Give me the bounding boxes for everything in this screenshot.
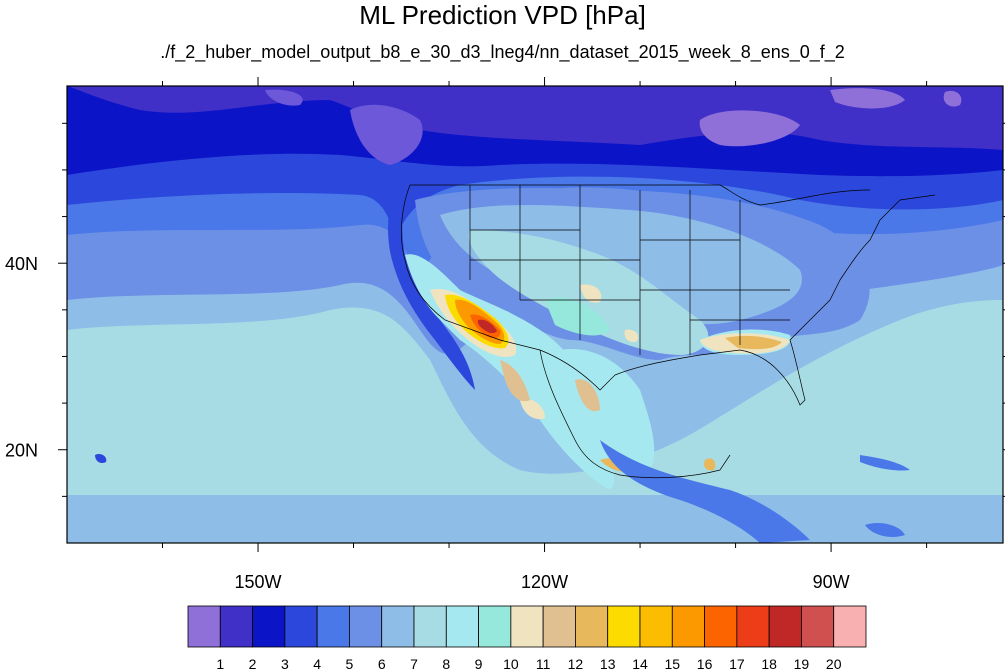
- field-patch: [699, 110, 800, 147]
- colorbar-label: 2: [249, 656, 257, 672]
- colorbar-label: 8: [442, 656, 450, 672]
- colorbar-label: 6: [378, 656, 386, 672]
- colorbar-label: 9: [475, 656, 483, 672]
- axis-tick-labels: 150W 120W 90W 40N 20N: [5, 254, 850, 592]
- colorbar-label: 20: [826, 656, 842, 672]
- field-island: [860, 455, 910, 471]
- field-patch: [943, 90, 962, 107]
- colorbar-swatch: [671, 605, 705, 648]
- y-tick-label: 40N: [5, 254, 38, 274]
- us-outline: [401, 184, 936, 406]
- colorbar-label: 5: [346, 656, 354, 672]
- field-warm: [624, 329, 639, 343]
- colorbar-label: 13: [600, 656, 616, 672]
- axis-ticks: [58, 77, 1005, 552]
- x-tick-label: 120W: [521, 572, 568, 592]
- field-band: [67, 86, 1003, 150]
- map-subtitle: ./f_2_huber_model_output_b8_e_30_d3_lneg…: [160, 42, 845, 62]
- field-land: [575, 379, 600, 412]
- colorbar-label: 4: [313, 656, 321, 672]
- mexico-outline: [539, 349, 731, 479]
- colorbar-swatch: [316, 605, 350, 648]
- colorbar-label: 10: [503, 656, 519, 672]
- colorbar-swatch: [768, 605, 802, 648]
- colorbar-label: 3: [281, 656, 289, 672]
- field-warm: [580, 284, 602, 303]
- field-patch: [265, 89, 303, 106]
- colorbar-swatch: [252, 605, 286, 648]
- field-hotspot: [477, 319, 497, 334]
- colorbar-swatch: [413, 605, 447, 648]
- colorbar-swatch: [284, 605, 318, 648]
- field-island: [95, 453, 107, 464]
- colorbar-swatch: [349, 605, 383, 648]
- field-band: [67, 495, 1003, 543]
- field-warm: [725, 335, 782, 350]
- colorbar-swatch: [736, 605, 770, 648]
- colorbar-label: 15: [664, 656, 680, 672]
- field-land: [545, 297, 610, 336]
- colorbar-label: 1: [216, 656, 224, 672]
- colorbar-swatch: [639, 605, 673, 648]
- field-patch: [830, 88, 905, 109]
- colorbar-swatch: [219, 605, 253, 648]
- colorbar-label: 17: [729, 656, 745, 672]
- colorbar-swatch: [187, 605, 221, 648]
- field-land: [704, 458, 716, 471]
- field-island: [865, 523, 905, 537]
- colorbar-swatch: [575, 605, 609, 648]
- field-land: [560, 349, 655, 470]
- colorbar-label: 14: [632, 656, 648, 672]
- colorbar-swatch: [445, 605, 479, 648]
- field-coast: [388, 190, 475, 390]
- y-tick-label: 20N: [5, 441, 38, 461]
- colorbar: 1 2 3 4 5 6 7 8 9 10 11 12 13 14 15 16 17 18 19 20: [187, 605, 867, 672]
- map-field: [67, 86, 1003, 543]
- colorbar-swatch: [833, 605, 867, 648]
- colorbar-swatch: [381, 605, 415, 648]
- field-hotspot: [500, 360, 530, 402]
- colorbar-label: 11: [536, 656, 551, 672]
- colorbar-label: 18: [761, 656, 777, 672]
- x-tick-label: 90W: [813, 572, 850, 592]
- x-tick-label: 150W: [235, 572, 282, 592]
- colorbar-swatch: [510, 605, 544, 648]
- colorbar-label: 7: [410, 656, 418, 672]
- colorbar-label: 16: [697, 656, 713, 672]
- map-frame: [66, 85, 1004, 544]
- field-ca: [600, 440, 810, 543]
- colorbar-swatch: [542, 605, 576, 648]
- state-lines: [469, 185, 790, 355]
- field-land: [520, 398, 545, 420]
- colorbar-swatch: [478, 605, 512, 648]
- colorbar-swatch: [607, 605, 641, 648]
- field-patch: [350, 104, 423, 165]
- colorbar-swatch: [704, 605, 738, 648]
- us-canada-border: [410, 184, 871, 206]
- map-title: ML Prediction VPD [hPa]: [359, 0, 646, 30]
- colorbar-swatch: [801, 605, 835, 648]
- boundaries: [401, 184, 936, 479]
- colorbar-label: 19: [794, 656, 810, 672]
- colorbar-label: 12: [568, 656, 584, 672]
